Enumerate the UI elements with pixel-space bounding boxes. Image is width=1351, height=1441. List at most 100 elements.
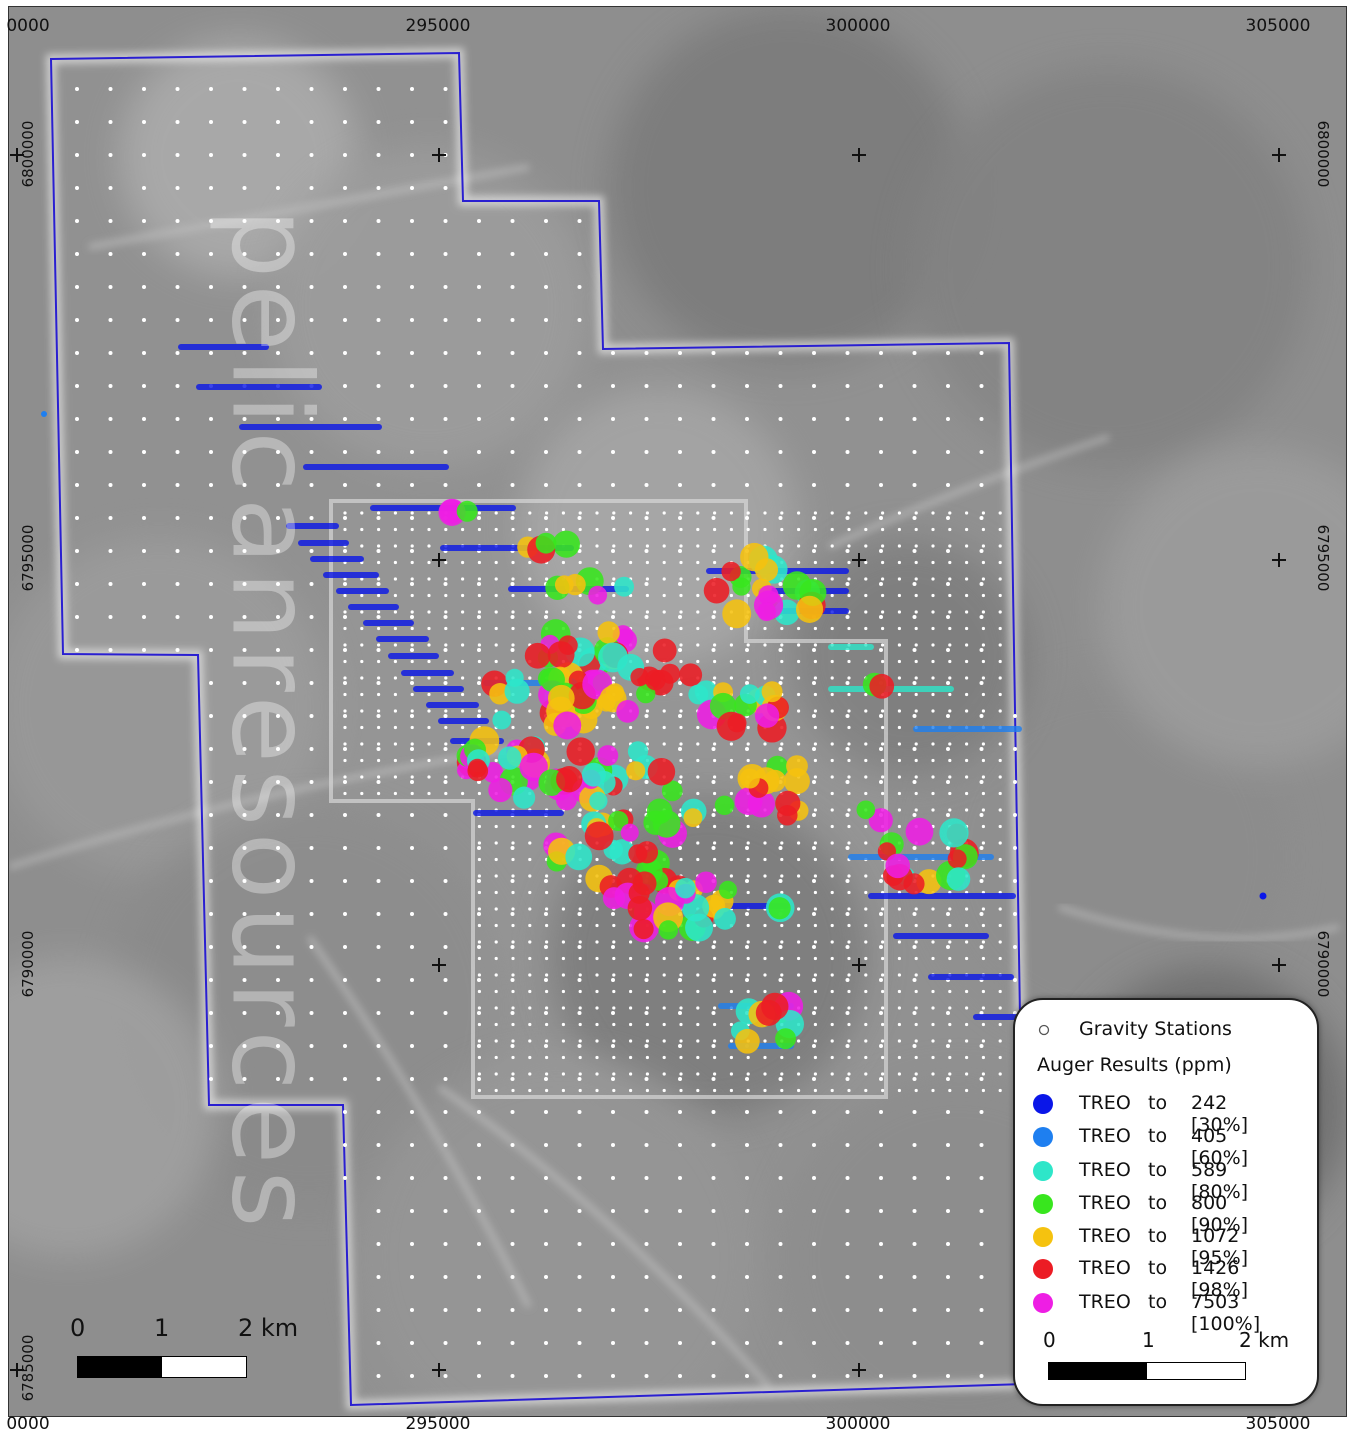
gravity-station — [612, 544, 616, 548]
gravity-station — [644, 516, 649, 520]
gravity-station — [343, 791, 347, 796]
gravity-station — [745, 978, 749, 982]
gravity-station — [912, 1143, 917, 1147]
gravity-station — [142, 648, 146, 652]
gravity-station — [108, 285, 113, 289]
gravity-station — [393, 659, 397, 664]
gravity-station — [209, 912, 213, 916]
gravity-station — [679, 1022, 683, 1027]
gravity-station — [797, 725, 801, 730]
gravity-station — [946, 1308, 950, 1312]
gravity-station — [812, 1176, 816, 1180]
gravity-station — [444, 775, 448, 779]
gravity-station — [746, 1072, 750, 1076]
gravity-station — [209, 153, 213, 157]
gravity-station — [629, 973, 633, 977]
gravity-station — [376, 120, 381, 124]
gravity-station — [595, 1055, 599, 1060]
gravity-station — [410, 1077, 414, 1081]
gravity-station — [780, 659, 784, 664]
gravity-station — [477, 846, 481, 850]
gravity-station — [309, 813, 314, 817]
gravity-station — [897, 560, 902, 565]
gravity-station — [746, 742, 750, 746]
gravity-station — [845, 945, 850, 949]
gravity-station — [931, 1022, 935, 1027]
auger-result-point — [868, 808, 893, 833]
gravity-station — [511, 923, 515, 928]
gravity-station — [713, 758, 717, 763]
gravity-station — [931, 841, 935, 845]
gravity-station — [881, 725, 885, 730]
gravity-station — [427, 560, 431, 565]
gravity-station — [443, 1011, 448, 1015]
gravity-station — [427, 709, 431, 713]
gravity-station — [998, 643, 1002, 647]
gravity-station — [914, 973, 918, 977]
gravity-station — [376, 813, 381, 817]
gravity-station — [410, 725, 414, 730]
gravity-station — [545, 527, 549, 532]
gravity-station — [797, 659, 801, 664]
gravity-station — [879, 912, 883, 916]
gravity-station — [981, 511, 986, 515]
gravity-station — [343, 511, 347, 515]
gravity-station — [729, 841, 734, 845]
gravity-station — [494, 511, 498, 515]
gravity-station — [881, 527, 885, 532]
gravity-station — [713, 544, 717, 548]
gravity-station — [845, 1143, 850, 1147]
gravity-station — [242, 450, 247, 454]
auger-result-point — [547, 641, 575, 669]
gravity-station — [612, 527, 616, 532]
gravity-station — [309, 945, 314, 949]
gravity-station — [175, 351, 180, 355]
map-canvas[interactable] — [9, 7, 1346, 1416]
gravity-station — [510, 1374, 515, 1378]
gravity-station — [897, 973, 902, 977]
gravity-station — [946, 1011, 950, 1015]
gravity-station — [946, 1374, 950, 1378]
gravity-station — [629, 511, 633, 515]
gravity-station — [175, 549, 180, 553]
gravity-station — [998, 824, 1002, 829]
gravity-station — [830, 973, 834, 977]
gravity-station — [711, 450, 716, 454]
gravity-station — [494, 1072, 498, 1076]
gravity-station — [981, 626, 986, 631]
gravity-station — [494, 593, 498, 598]
gravity-station — [711, 615, 716, 619]
gravity-station — [410, 846, 414, 850]
gravity-station — [577, 615, 582, 619]
gravity-station — [393, 577, 397, 581]
gravity-station — [946, 1110, 950, 1114]
grid-cross-icon — [432, 553, 446, 567]
gravity-station — [612, 560, 616, 565]
gravity-station — [276, 780, 280, 784]
gravity-station — [410, 676, 414, 680]
gravity-station — [544, 285, 548, 289]
gravity-station — [1013, 879, 1017, 883]
gravity-station — [477, 1055, 481, 1060]
gravity-station — [678, 978, 682, 982]
gravity-station — [175, 450, 180, 454]
gravity-station — [931, 956, 935, 961]
auger-result-point — [722, 599, 752, 629]
gravity-station — [998, 907, 1002, 911]
gravity-station — [443, 813, 448, 817]
gravity-station — [175, 615, 180, 619]
y-tick-left: 6785000 — [19, 1334, 37, 1402]
gravity-station — [813, 1039, 818, 1043]
gravity-station — [645, 742, 650, 746]
gravity-station — [946, 417, 950, 421]
gravity-station — [812, 681, 816, 685]
gravity-station — [711, 1209, 716, 1213]
gravity-station — [142, 582, 146, 586]
gravity-station — [797, 956, 801, 961]
map-frame[interactable]: pelicanresources — [8, 6, 1347, 1417]
gravity-station — [461, 692, 465, 697]
gravity-station — [830, 1055, 834, 1060]
gravity-station — [242, 252, 247, 256]
gravity-station — [528, 725, 532, 730]
auger-result-point — [675, 877, 696, 899]
